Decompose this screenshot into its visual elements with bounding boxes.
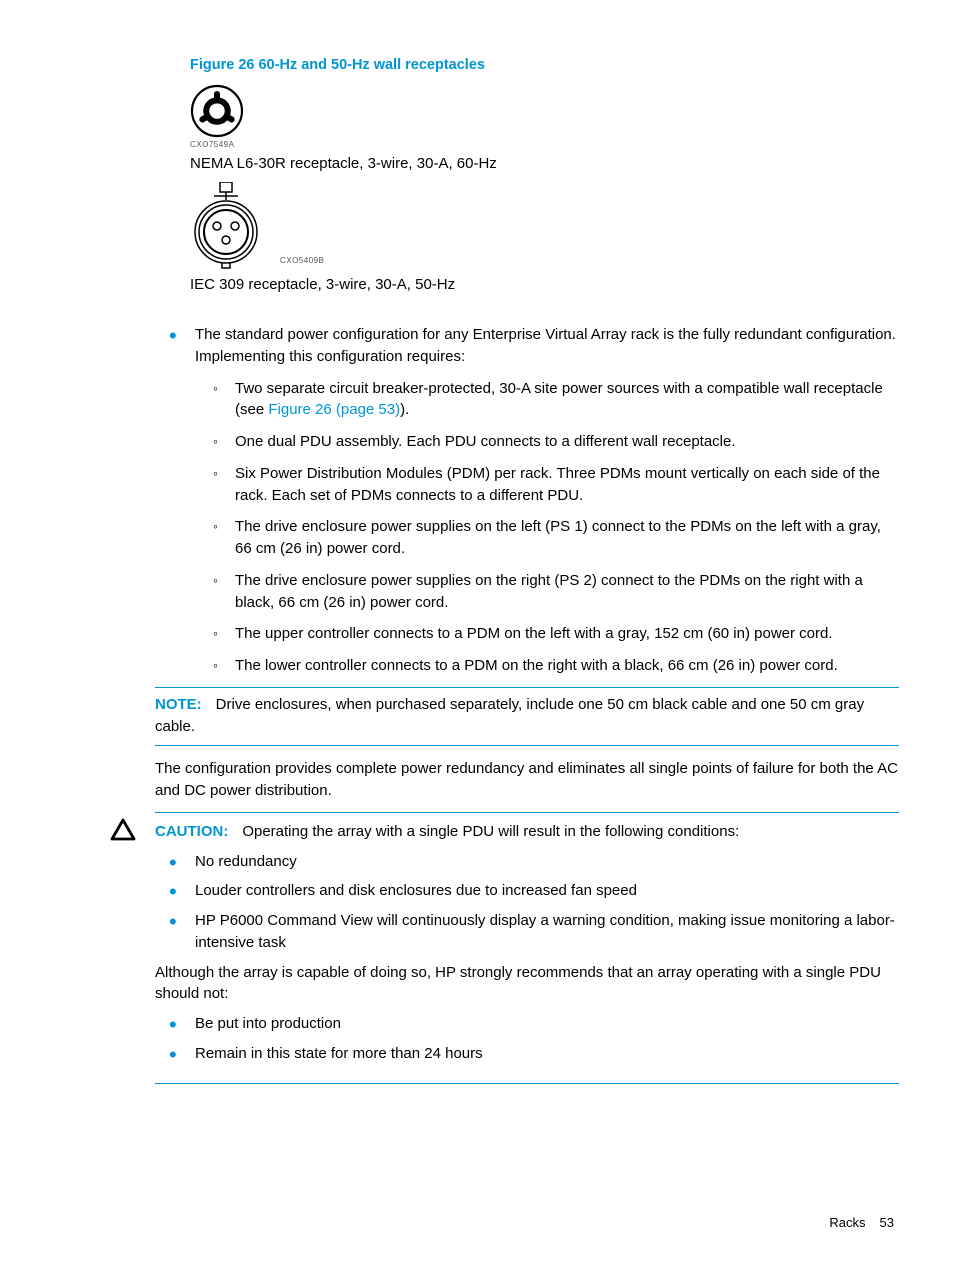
caution-condition-item: Louder controllers and disk enclosures d… [155,880,899,902]
caution-mid-text: Although the array is capable of doing s… [155,962,899,1006]
caution-triangle-icon [110,818,136,842]
requirements-list: Two separate circuit breaker-protected, … [195,378,899,677]
receptacle-1-code: CXO7549A [190,139,899,151]
requirement-item: The drive enclosure power supplies on th… [195,570,899,614]
caution-condition-item: HP P6000 Command View will continuously … [155,910,899,954]
req-text-post: ). [400,401,409,418]
figure-26-link[interactable]: Figure 26 (page 53) [268,401,400,418]
caution-wrapper: CAUTION: Operating the array with a singl… [155,812,899,1084]
caution-box: CAUTION: Operating the array with a singl… [155,812,899,1084]
requirement-item: The lower controller connects to a PDM o… [195,655,899,677]
caution-lead: CAUTION: Operating the array with a singl… [155,821,899,843]
config-list-item: The standard power configuration for any… [155,324,899,677]
redundancy-paragraph: The configuration provides complete powe… [155,758,899,802]
note-box: NOTE:Drive enclosures, when purchased se… [155,687,899,747]
caution-recommendation-item: Be put into production [155,1013,899,1035]
requirement-item: One dual PDU assembly. Each PDU connects… [195,431,899,453]
page-content: Figure 26 60-Hz and 50-Hz wall receptacl… [155,55,899,1084]
requirement-item: Two separate circuit breaker-protected, … [195,378,899,422]
iec-receptacle-icon [190,182,270,272]
note-text: Drive enclosures, when purchased separat… [155,696,864,735]
requirement-item: The drive enclosure power supplies on th… [195,516,899,560]
caution-condition-item: No redundancy [155,851,899,873]
caution-conditions-list: No redundancy Louder controllers and dis… [155,851,899,954]
receptacle-2-block: CXO5409B IEC 309 receptacle, 3-wire, 30-… [190,182,899,296]
footer-section: Racks [829,1215,865,1230]
caution-label: CAUTION: [155,823,228,840]
note-label: NOTE: [155,696,202,713]
footer-page-number: 53 [880,1215,894,1230]
nema-receptacle-icon [190,84,245,139]
caution-lead-text: Operating the array with a single PDU wi… [242,823,739,840]
figure-title: Figure 26 60-Hz and 50-Hz wall receptacl… [190,55,899,76]
caution-recommendations-list: Be put into production Remain in this st… [155,1013,899,1065]
caution-recommendation-item: Remain in this state for more than 24 ho… [155,1043,899,1065]
config-lead-text: The standard power configuration for any… [195,326,896,365]
config-list: The standard power configuration for any… [155,324,899,677]
requirement-item: Six Power Distribution Modules (PDM) per… [195,463,899,507]
receptacle-1-block: CXO7549A NEMA L6-30R receptacle, 3-wire,… [190,84,899,174]
page-footer: Racks 53 [829,1214,894,1233]
requirement-item: The upper controller connects to a PDM o… [195,623,899,645]
receptacle-2-code: CXO5409B [280,255,324,273]
receptacle-1-caption: NEMA L6-30R receptacle, 3-wire, 30-A, 60… [190,153,899,175]
receptacle-2-caption: IEC 309 receptacle, 3-wire, 30-A, 50-Hz [190,274,899,296]
